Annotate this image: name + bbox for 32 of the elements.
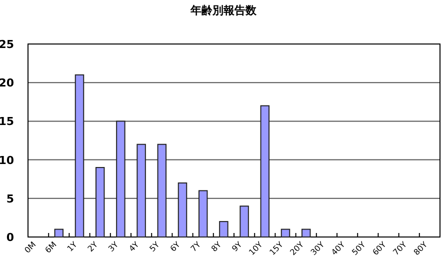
x-tick-label: 6M bbox=[43, 240, 58, 255]
x-tick-label: 9Y bbox=[230, 240, 244, 254]
x-tick-label: 40Y bbox=[330, 240, 347, 258]
x-tick-label: 60Y bbox=[370, 240, 388, 258]
y-tick-label: 10 bbox=[0, 154, 14, 167]
bar bbox=[95, 167, 105, 238]
bar bbox=[116, 120, 126, 238]
chart-title: 年齢別報告数 bbox=[190, 4, 258, 17]
bar bbox=[301, 228, 311, 238]
bar bbox=[178, 182, 188, 238]
bar bbox=[280, 228, 290, 238]
bar bbox=[136, 144, 146, 238]
bar bbox=[198, 190, 208, 238]
x-tick-label: 5Y bbox=[148, 240, 162, 254]
x-tick-label: 6Y bbox=[168, 240, 182, 254]
y-tick-label: 5 bbox=[6, 192, 14, 206]
x-tick-label: 8Y bbox=[210, 240, 224, 254]
x-tick-label: 3Y bbox=[106, 240, 120, 254]
bar bbox=[240, 206, 249, 238]
y-tick-label: 0 bbox=[6, 231, 14, 244]
x-tick-label: 70Y bbox=[391, 240, 409, 258]
x-tick-label: 0M bbox=[22, 240, 38, 255]
bar bbox=[74, 74, 84, 238]
bar bbox=[219, 221, 228, 238]
y-tick-label: 15 bbox=[0, 115, 14, 128]
x-tick-label: 1Y bbox=[65, 240, 79, 254]
bar bbox=[54, 228, 64, 238]
x-tick-label: 4Y bbox=[127, 240, 141, 254]
bar bbox=[157, 144, 167, 238]
x-tick-label: 7Y bbox=[189, 240, 203, 254]
bar bbox=[260, 105, 270, 238]
x-tick-label: 2Y bbox=[86, 240, 100, 254]
